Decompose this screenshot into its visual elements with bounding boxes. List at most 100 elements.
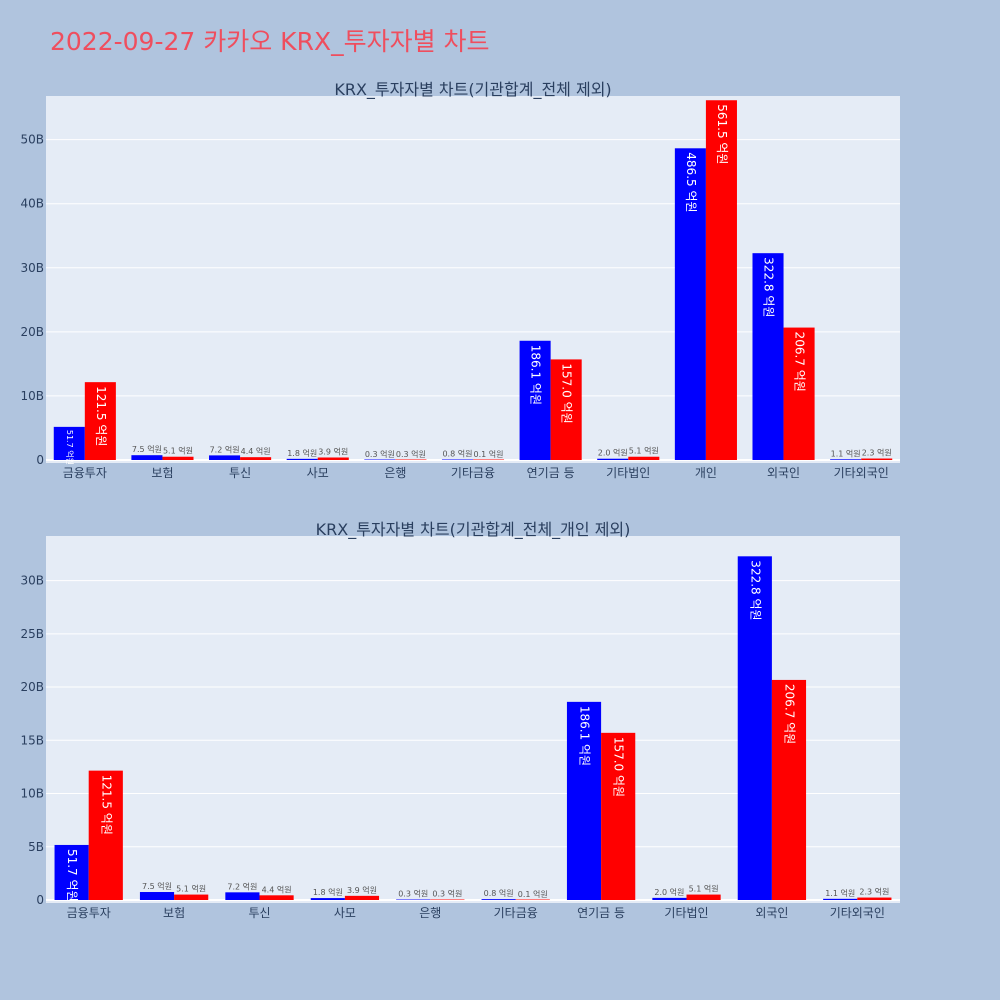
data-label: 5.1 억원 (629, 446, 659, 456)
x-tick-label: 기타금융 (451, 466, 495, 480)
y-tick-label: 0 (36, 453, 44, 467)
data-label: 206.7 억원 (782, 684, 796, 744)
data-label: 51.7 억원 (65, 849, 79, 902)
data-label: 1.8 억원 (313, 887, 343, 897)
bar (441, 459, 473, 460)
bar (310, 898, 345, 900)
data-label: 0.8 억원 (484, 888, 514, 898)
data-label: 3.9 억원 (318, 447, 348, 457)
x-tick-label: 사모 (334, 906, 356, 920)
x-tick-label: 은행 (419, 905, 441, 920)
data-label: 0.1 억원 (518, 889, 548, 899)
data-label: 7.2 억원 (227, 881, 257, 891)
data-label: 1.1 억원 (831, 448, 861, 458)
bar (473, 459, 505, 460)
bar (597, 458, 629, 460)
x-tick-label: 보험 (163, 906, 185, 920)
data-label: 186.1 억원 (529, 345, 543, 405)
x-tick-label: 외국인 (767, 466, 800, 480)
bar (225, 892, 260, 900)
y-tick-label: 30B (20, 261, 44, 275)
bar (674, 148, 706, 460)
x-tick-label: 연기금 등 (527, 466, 575, 480)
data-label: 4.4 억원 (241, 446, 271, 456)
data-label: 7.5 억원 (132, 444, 162, 454)
data-label: 0.8 억원 (442, 448, 472, 458)
bar (861, 458, 893, 460)
bar (705, 100, 737, 460)
data-label: 561.5 억원 (715, 104, 729, 164)
y-tick-label: 30B (20, 574, 44, 588)
bar (652, 897, 687, 900)
y-tick-label: 0 (36, 893, 44, 907)
chart-title: KRX_투자자별 차트(기관합계_전체 제외) (334, 80, 611, 100)
bar (395, 459, 427, 460)
data-label: 5.1 억원 (176, 884, 206, 894)
data-label: 121.5 억원 (99, 775, 113, 835)
chart-1: 0 10B 20B 30B 40B 50B KRX_투자자별 차트(기관합계_전체 제외) 금… (20, 80, 900, 480)
x-tick-label: 기타금융 (494, 906, 538, 920)
data-label: 121.5 억원 (94, 386, 108, 446)
data-label: 1.8 억원 (287, 448, 317, 458)
x-tick-label: 금융투자 (63, 466, 107, 480)
bar (430, 899, 465, 900)
bar (131, 455, 163, 460)
x-tick-label: 연기금 등 (577, 906, 625, 920)
data-label: 2.3 억원 (862, 448, 892, 458)
bar (286, 458, 318, 460)
x-tick-label: 외국인 (755, 906, 788, 920)
data-label: 2.0 억원 (598, 448, 628, 458)
bar (364, 459, 396, 460)
bar (550, 359, 582, 460)
data-label: 157.0 억원 (612, 737, 626, 797)
x-tick-label: 투신 (248, 906, 270, 920)
data-label: 0.3 억원 (398, 889, 428, 899)
data-label: 206.7 억원 (793, 332, 807, 392)
data-label: 322.8 억원 (762, 257, 776, 317)
bar (139, 892, 175, 900)
y-tick-label: 15B (20, 733, 44, 747)
data-label: 7.5 억원 (142, 881, 172, 891)
bar (317, 457, 349, 460)
bar (53, 426, 85, 460)
data-label: 1.1 억원 (825, 888, 855, 898)
y-tick-label: 10B (20, 787, 44, 801)
data-label: 5.1 억원 (689, 884, 719, 894)
x-tick-label: 개인 (695, 466, 717, 480)
data-label: 2.0 억원 (654, 887, 684, 897)
x-tick-label: 기타법인 (606, 466, 650, 480)
y-tick-label: 25B (20, 627, 44, 641)
bar (783, 327, 815, 460)
page-title: 2022-09-27 카카오 KRX_투자자별 차트 (50, 27, 490, 56)
bar (519, 340, 551, 460)
bar (628, 456, 660, 460)
bar (259, 895, 294, 900)
chart-title: KRX_투자자별 차트(기관합계_전체_개인 제외) (316, 520, 631, 540)
data-label: 0.1 억원 (474, 449, 504, 459)
x-tick-label: 보험 (151, 466, 173, 480)
x-tick-label: 금융투자 (67, 906, 111, 920)
data-label: 322.8 억원 (748, 560, 762, 620)
x-tick-label: 은행 (384, 465, 406, 480)
bar (344, 895, 380, 900)
bar (396, 899, 431, 900)
y-tick-label: 20B (20, 680, 44, 694)
data-label: 3.9 억원 (347, 885, 377, 895)
bar (54, 844, 89, 900)
x-tick-label: 사모 (307, 466, 329, 480)
bar (857, 897, 892, 900)
bar (823, 898, 858, 900)
data-label: 2.3 억원 (859, 887, 889, 897)
y-tick-label: 5B (28, 840, 44, 854)
bar (752, 253, 784, 460)
data-label: 7.2 억원 (210, 444, 240, 454)
bar (88, 770, 123, 900)
x-tick-label: 기타외국인 (834, 466, 889, 480)
data-label: 486.5 억원 (684, 152, 698, 212)
data-label: 5.1 억원 (163, 446, 193, 456)
data-label: 186.1 억원 (578, 706, 592, 766)
data-label: 157.0 억원 (560, 363, 574, 423)
y-tick-label: 50B (20, 133, 44, 147)
x-tick-label: 기타법인 (664, 906, 708, 920)
